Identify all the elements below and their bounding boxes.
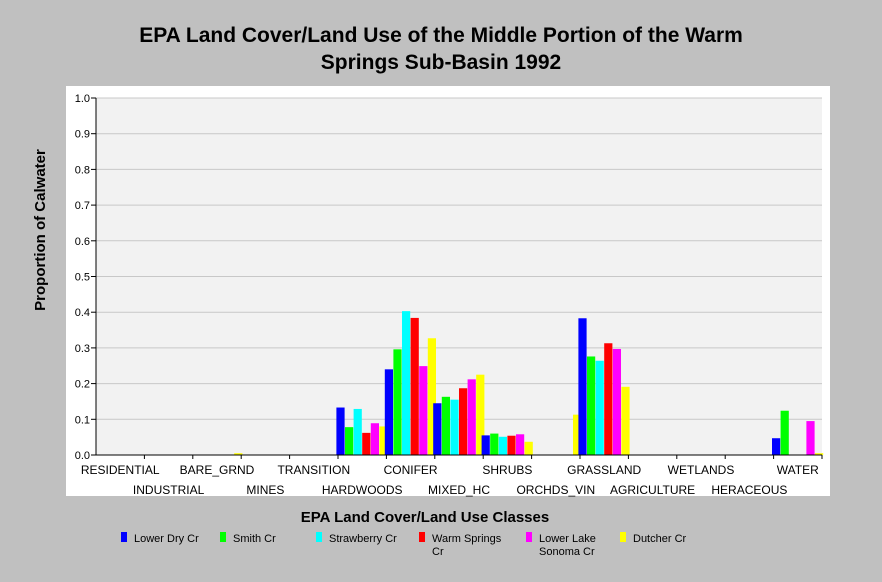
bar (427, 338, 436, 455)
bar (815, 453, 824, 455)
bar (441, 396, 450, 455)
legend-swatch (121, 532, 127, 542)
bar (604, 343, 613, 455)
x-category-label: HARDWOODS (322, 483, 403, 497)
legend-swatch (419, 532, 425, 542)
x-category-label: BARE_GRND (180, 463, 255, 477)
bar (410, 317, 419, 455)
bar (393, 349, 402, 455)
bars (234, 311, 824, 455)
bar (336, 407, 345, 455)
bar (595, 360, 604, 455)
bar (353, 408, 362, 455)
bar (490, 433, 499, 455)
y-tick-label: 0.2 (75, 379, 90, 391)
legend-swatch (220, 532, 226, 542)
x-categories: RESIDENTIAL INDUSTRIAL BARE_GRND MINES TRANS… (81, 455, 823, 497)
x-category-label: HERACEOUS (711, 483, 787, 497)
bar (578, 318, 587, 455)
legend-swatch (316, 532, 322, 542)
bar (433, 403, 442, 455)
x-category-label: SHRUBS (482, 463, 532, 477)
x-category-label: GRASSLAND (567, 463, 641, 477)
chart-title-line2: Springs Sub-Basin 1992 (321, 51, 561, 74)
bar (587, 356, 596, 455)
bar (467, 379, 476, 455)
x-category-label: ORCHDS_VIN (516, 483, 595, 497)
bar (419, 366, 428, 455)
y-tick-label: 0.4 (75, 307, 90, 319)
y-tick-label: 0.3 (75, 343, 90, 355)
y-tick-label: 0.6 (75, 236, 90, 248)
y-tick-label: 0.9 (75, 129, 90, 141)
legend-label: Warm Springs (432, 533, 502, 545)
bar (507, 435, 516, 455)
legend-label: Sonoma Cr (539, 546, 595, 558)
y-tick-label: 0.8 (75, 164, 90, 176)
legend-swatch (620, 532, 626, 542)
bar (384, 369, 393, 455)
bar (345, 427, 354, 455)
legend: Lower Dry Cr Smith Cr Strawberry Cr Warm Sp… (121, 532, 687, 558)
x-category-label: WATER (777, 463, 819, 477)
grid-lines (96, 97, 822, 420)
y-tick-label: 0.1 (75, 414, 90, 426)
bar (379, 426, 388, 455)
bar (476, 374, 485, 455)
bar (612, 348, 621, 455)
bar (362, 432, 371, 455)
legend-label: Dutcher Cr (633, 533, 687, 545)
bar (498, 436, 507, 455)
x-category-label: CONIFER (384, 463, 438, 477)
legend-label: Smith Cr (233, 533, 276, 545)
y-axis-title: Proportion of Calwater (32, 149, 49, 311)
bar (450, 399, 459, 455)
bar (621, 386, 630, 455)
bar (402, 311, 411, 455)
bar (516, 434, 525, 455)
y-tick-label: 0.0 (75, 450, 90, 462)
bar (234, 453, 243, 455)
bar (481, 435, 490, 455)
x-category-label: MIXED_HC (428, 483, 490, 497)
y-tick-label: 1.0 (75, 93, 90, 105)
x-category-label: TRANSITION (277, 463, 350, 477)
legend-label: Cr (432, 546, 444, 558)
x-category-label: INDUSTRIAL (133, 483, 205, 497)
bar (780, 410, 789, 455)
legend-label: Strawberry Cr (329, 533, 397, 545)
chart-title-line1: EPA Land Cover/Land Use of the Middle Po… (139, 24, 743, 47)
bar (772, 438, 781, 455)
bar (573, 414, 582, 455)
y-tick-label: 0.5 (75, 272, 90, 284)
bar (806, 421, 815, 455)
bar (459, 388, 468, 455)
x-category-label: MINES (246, 483, 284, 497)
legend-label: Lower Dry Cr (134, 533, 199, 545)
x-category-label: WETLANDS (668, 463, 735, 477)
x-category-label: RESIDENTIAL (81, 463, 160, 477)
legend-swatch (526, 532, 532, 542)
bar (524, 441, 533, 455)
x-axis-title: EPA Land Cover/Land Use Classes (301, 509, 549, 526)
y-tick-label: 0.7 (75, 200, 90, 212)
bar (370, 423, 379, 455)
y-ticks: 0.0 0.1 0.2 0.3 0.4 0.5 0.6 0.7 0.8 0.9 1.0 (75, 93, 96, 462)
legend-label: Lower Lake (539, 533, 596, 545)
x-category-label: AGRICULTURE (610, 483, 695, 497)
